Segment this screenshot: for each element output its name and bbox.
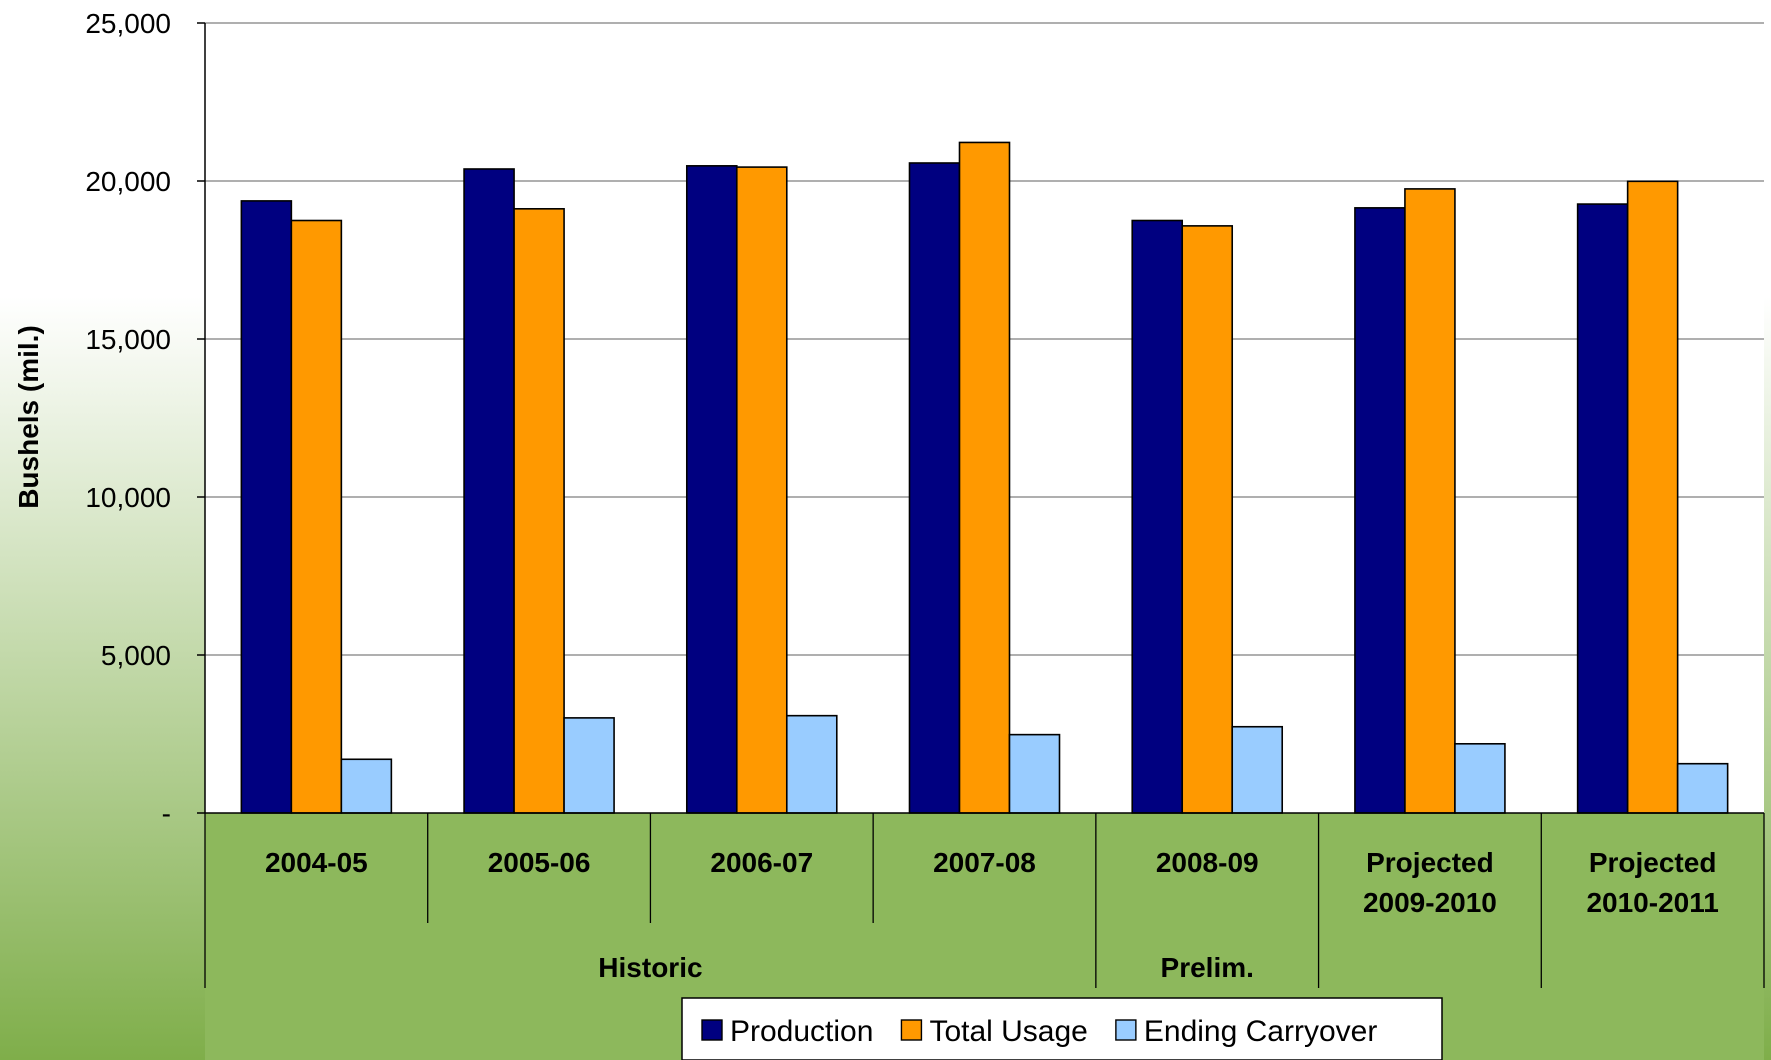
bar-total-usage — [735, 166, 788, 814]
bar-production — [908, 162, 961, 814]
bar-ending-carryover — [1454, 742, 1506, 814]
bar-production — [1354, 207, 1406, 814]
bar-production — [1576, 203, 1629, 814]
legend-swatch — [900, 1019, 923, 1041]
legend-swatch — [701, 1019, 723, 1041]
x-group-label: Prelim. — [1161, 952, 1254, 983]
legend: Production Total Usage Ending Carryover — [681, 997, 1443, 1060]
x-category-label: Projected 2009-2010 — [1363, 847, 1497, 918]
x-category-label: Projected 2010-2011 — [1586, 847, 1718, 918]
bar-production — [240, 200, 293, 814]
legend-label: Production — [730, 1015, 873, 1048]
x-group-label: Historic — [598, 952, 702, 983]
bar-total-usage — [1626, 180, 1679, 814]
bar-total-usage — [1404, 188, 1456, 814]
bar-ending-carryover — [563, 717, 615, 814]
bar-total-usage — [290, 219, 343, 814]
legend-label: Ending Carryover — [1144, 1015, 1377, 1048]
legend-box — [681, 997, 1443, 1060]
legend-label: Total Usage — [929, 1015, 1087, 1048]
x-category-label: 2006-07 — [710, 847, 813, 878]
x-category-label: 2008-09 — [1156, 847, 1259, 878]
legend-swatch — [1115, 1019, 1137, 1041]
bar-ending-carryover — [785, 714, 838, 814]
bars — [240, 141, 1729, 814]
x-category-label: 2007-08 — [933, 847, 1036, 878]
bar-production — [685, 165, 738, 814]
y-axis-ticks: - 5,000 10,000 15,000 20,000 25,000 — [85, 8, 206, 829]
x-axis: 2004-05 2005-06 2006-07 2007-08 2008-09 Proje… — [204, 812, 1765, 988]
x-category-label: 2004-05 — [265, 847, 368, 878]
bar-total-usage — [958, 141, 1011, 814]
y-tick-label: 10,000 — [85, 482, 171, 513]
bar-production — [463, 168, 515, 814]
bar-total-usage — [1181, 225, 1234, 814]
bar-total-usage — [513, 208, 565, 814]
y-tick-label: 5,000 — [101, 640, 171, 671]
bar-ending-carryover — [1008, 733, 1061, 814]
y-tick-label: 25,000 — [85, 8, 171, 39]
x-category-label: 2005-06 — [488, 847, 591, 878]
bar-production — [1131, 219, 1184, 814]
bar-ending-carryover — [340, 758, 393, 814]
y-tick-label: - — [162, 798, 171, 829]
bar-ending-carryover — [1676, 762, 1729, 814]
y-tick-label: 20,000 — [85, 166, 171, 197]
y-tick-label: 15,000 — [85, 324, 171, 355]
y-axis-title: Bushels (mil.) — [13, 325, 44, 509]
bar-ending-carryover — [1231, 725, 1284, 814]
